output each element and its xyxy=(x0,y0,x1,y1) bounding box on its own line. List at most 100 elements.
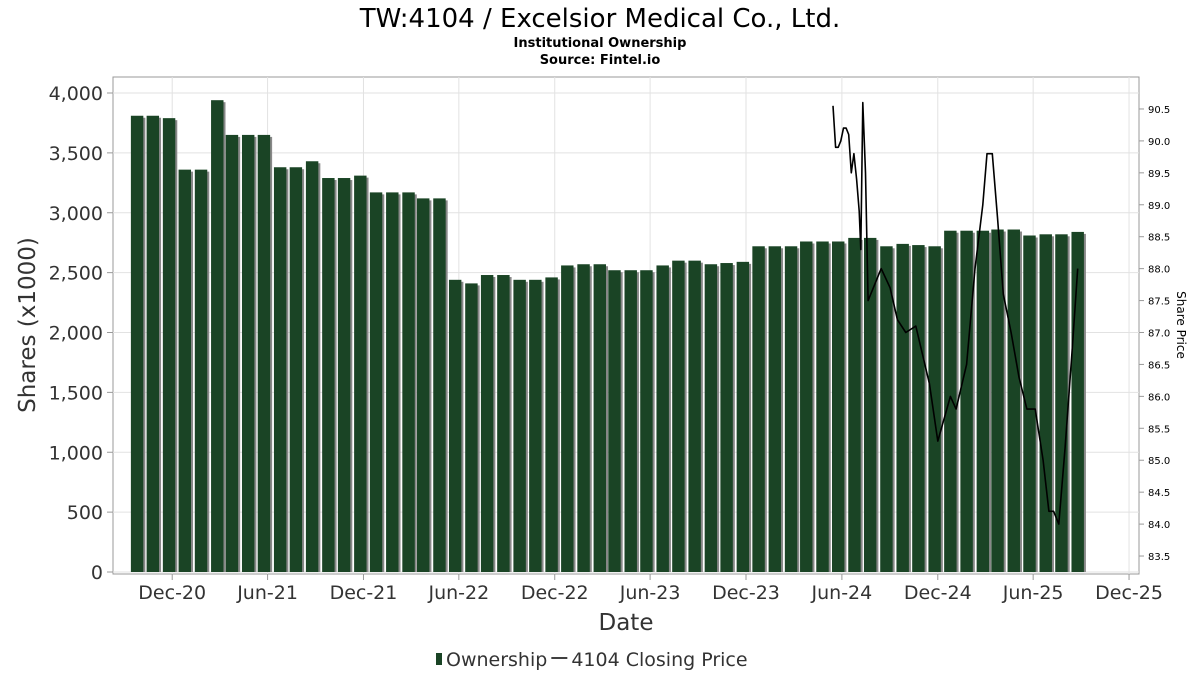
bar-30 xyxy=(608,270,621,572)
y2-tick-label-4: 85.5 xyxy=(1148,424,1170,435)
bar-40 xyxy=(768,246,782,572)
chart-source: Source: Fintel.io xyxy=(540,53,661,68)
y-tick-label-7: 3,500 xyxy=(49,143,103,165)
bar-43 xyxy=(816,241,829,573)
bar-47 xyxy=(880,246,893,572)
bar-23 xyxy=(497,275,510,572)
y2-tick-label-7: 87.0 xyxy=(1148,329,1170,340)
y2-tick-label-2: 84.5 xyxy=(1148,488,1170,499)
y2-tick-label-1: 84.0 xyxy=(1148,520,1170,531)
y2-tick-label-11: 89.0 xyxy=(1148,201,1170,212)
bar-27 xyxy=(561,265,574,572)
bar-11 xyxy=(305,161,319,572)
legend-ownership-swatch xyxy=(436,653,442,665)
bar-8 xyxy=(257,134,271,572)
ownership-bars xyxy=(130,100,1086,573)
y2-tick-label-12: 89.5 xyxy=(1148,169,1170,180)
bar-34 xyxy=(672,260,685,572)
bar-54 xyxy=(991,229,1004,572)
x-tick-label-1: Jun-21 xyxy=(236,582,298,604)
price-line-group xyxy=(832,101,1079,525)
y-tick-label-0: 0 xyxy=(91,562,103,584)
bar-48 xyxy=(896,243,909,572)
bar-31 xyxy=(624,270,637,572)
bar-44 xyxy=(832,241,845,573)
bar-15 xyxy=(369,192,383,572)
y-axis-left: 0 500 1,000 1,500 2,000 2,500 3,000 3,500 4,000 xyxy=(49,83,113,584)
bar-1 xyxy=(146,115,160,572)
bar-50 xyxy=(928,246,941,572)
bar-17 xyxy=(402,192,415,572)
bar-59 xyxy=(1071,231,1084,572)
bar-32 xyxy=(640,270,653,572)
bar-29 xyxy=(593,264,607,572)
bar-2 xyxy=(162,118,176,573)
y-tick-label-6: 3,000 xyxy=(49,203,103,225)
x-axis-label: Date xyxy=(599,610,654,636)
y-axis-right: 83.5 84.0 84.5 85.0 85.5 86.0 86.5 87.0 87.5 88.0… xyxy=(1139,105,1170,563)
x-tick-label-7: Jun-24 xyxy=(811,582,873,604)
bar-20 xyxy=(448,279,462,572)
bar-33 xyxy=(656,265,669,572)
bar-21 xyxy=(465,283,478,572)
bar-46 xyxy=(863,237,877,572)
bar-6 xyxy=(225,134,239,572)
bar-12 xyxy=(322,178,335,572)
price-line xyxy=(832,101,1079,525)
bar-55 xyxy=(1007,229,1020,572)
bar-49 xyxy=(912,245,925,572)
bar-42 xyxy=(800,241,813,573)
x-tick-label-3: Jun-22 xyxy=(427,582,489,604)
x-tick-label-2: Dec-21 xyxy=(330,582,398,604)
y2-tick-label-8: 87.5 xyxy=(1148,297,1170,308)
y2-tick-label-14: 90.5 xyxy=(1148,105,1170,116)
bar-58 xyxy=(1055,234,1068,572)
bar-56 xyxy=(1023,235,1036,572)
bar-24 xyxy=(513,279,526,572)
y-tick-label-1: 500 xyxy=(67,502,103,524)
y2-tick-label-10: 88.5 xyxy=(1148,233,1170,244)
y2-tick-label-6: 86.5 xyxy=(1148,360,1170,371)
y-tick-label-8: 4,000 xyxy=(49,83,103,105)
bar-57 xyxy=(1039,234,1052,572)
bar-16 xyxy=(386,192,399,572)
x-tick-label-6: Dec-23 xyxy=(712,582,780,604)
y2-tick-label-0: 83.5 xyxy=(1148,552,1170,563)
y-tick-label-5: 2,500 xyxy=(49,263,103,285)
bar-26 xyxy=(545,277,558,572)
x-tick-label-5: Jun-23 xyxy=(619,582,681,604)
chart-title: TW:4104 / Excelsior Medical Co., Ltd. xyxy=(359,4,841,34)
bar-13 xyxy=(337,178,351,572)
bar-9 xyxy=(273,167,287,572)
y-tick-label-3: 1,500 xyxy=(49,382,103,404)
bar-10 xyxy=(289,167,303,572)
bar-19 xyxy=(433,198,446,572)
bar-22 xyxy=(480,275,494,572)
bar-18 xyxy=(416,198,430,572)
y-tick-label-4: 2,000 xyxy=(49,323,103,345)
x-tick-label-0: Dec-20 xyxy=(138,582,206,604)
legend-ownership-label: Ownership xyxy=(446,649,547,671)
y-tick-label-2: 1,000 xyxy=(49,442,103,464)
bar-4 xyxy=(194,169,208,572)
x-tick-label-8: Dec-24 xyxy=(904,582,972,604)
bar-45 xyxy=(848,237,861,572)
y2-tick-label-5: 86.0 xyxy=(1148,392,1170,403)
chart-subtitle: Institutional Ownership xyxy=(514,36,687,51)
bar-5 xyxy=(211,100,224,572)
y2-tick-label-3: 85.0 xyxy=(1148,456,1170,467)
x-axis: Dec-20 Jun-21 Dec-21 Jun-22 Dec-22 Jun-23 Dec-… xyxy=(138,574,1163,604)
y2-tick-label-9: 88.0 xyxy=(1148,265,1170,276)
y2-tick-label-13: 90.0 xyxy=(1148,137,1170,148)
x-tick-label-10: Dec-25 xyxy=(1095,582,1163,604)
bar-51 xyxy=(944,230,957,572)
bar-38 xyxy=(736,261,750,572)
bar-14 xyxy=(354,175,367,572)
bar-0 xyxy=(130,115,144,572)
bar-25 xyxy=(529,279,542,572)
bar-3 xyxy=(178,169,192,572)
x-tick-label-4: Dec-22 xyxy=(521,582,589,604)
bar-41 xyxy=(784,246,798,572)
legend-price-label: 4104 Closing Price xyxy=(571,649,747,671)
